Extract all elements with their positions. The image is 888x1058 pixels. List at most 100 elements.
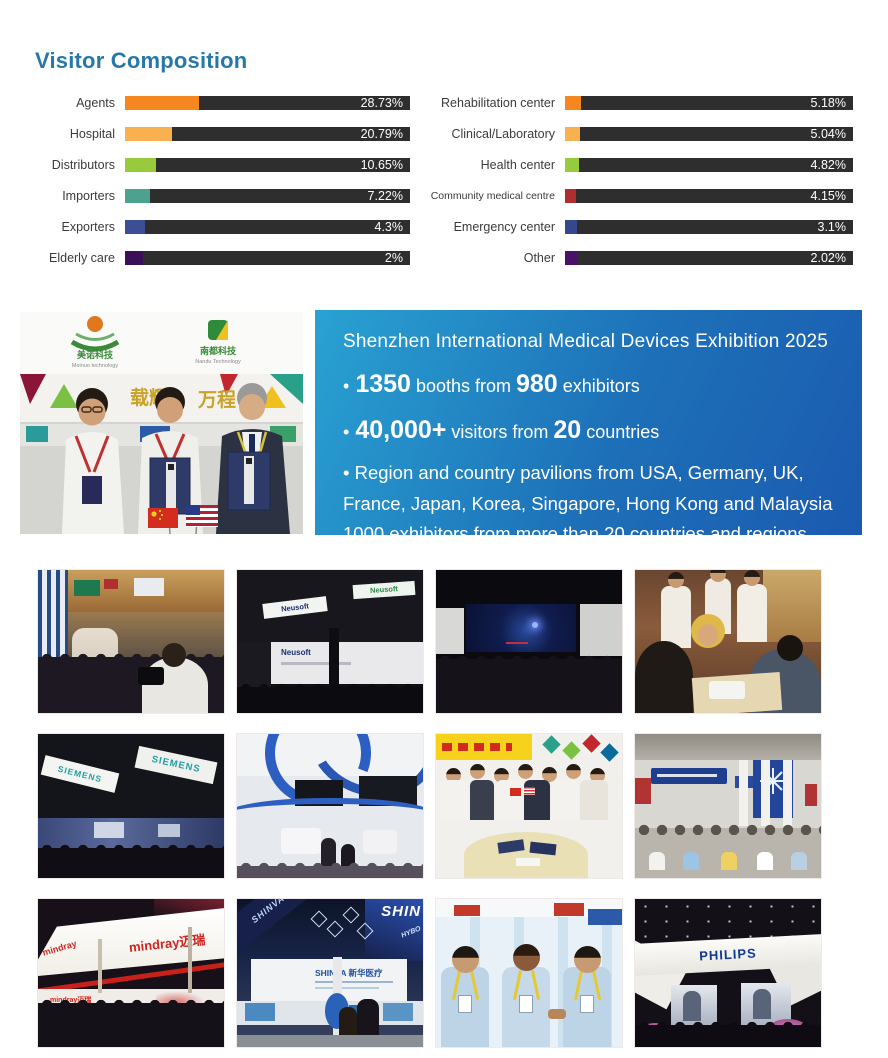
chart-category-label: Hospital <box>69 127 115 141</box>
signing-ceremony-photo: 美诺科技 Meinuo technology 南都科技 Nandu Techno… <box>20 312 303 535</box>
chart-row: Hospital 20.79% <box>20 127 410 141</box>
visitor-composition-chart-right: Rehabilitation center 5.18% Clinical/Labor… <box>410 96 854 282</box>
chart-bar: 28.73% <box>125 96 410 110</box>
blue-wave-band <box>237 798 423 832</box>
hall-ceiling <box>635 734 821 760</box>
chart-category-label: Elderly care <box>49 251 115 265</box>
ceiling-diamond-decor <box>326 920 344 938</box>
person-head <box>590 768 605 783</box>
chart-bar-segment <box>125 189 151 203</box>
ceiling-truss <box>436 570 622 604</box>
exhibition-pavilions-paragraph: • Region and country pavilions from USA,… <box>343 458 840 550</box>
logo2-cn-text: 南都科技 <box>200 345 237 356</box>
chart-bar: 5.18% <box>565 96 853 110</box>
pavilions-line-3: 1000 exhibitors from more than 20 countr… <box>343 523 807 544</box>
photo-pavilion-crowd <box>634 733 822 879</box>
seated-person <box>683 852 699 870</box>
bullet-icon: • <box>343 376 350 396</box>
person-body <box>524 780 550 820</box>
chart-category-label: Agents <box>76 96 115 110</box>
chart-bar-segment <box>565 96 582 110</box>
chart-bar-segment <box>565 158 580 172</box>
white-pillar <box>761 760 770 826</box>
exhibitors-text: exhibitors <box>557 376 640 396</box>
chart-bar: 10.65% <box>125 158 410 172</box>
decor-diamond <box>600 743 619 762</box>
crowd-silhouette <box>237 680 423 713</box>
crowd-silhouette <box>38 996 224 1047</box>
chart-category-label: Community medical centre <box>430 190 555 202</box>
visitors-text: visitors from <box>446 422 554 442</box>
chart-value-label: 5.04% <box>810 127 846 141</box>
person-head <box>518 764 533 779</box>
photo-registration-desk <box>634 569 822 714</box>
support-pole <box>188 927 192 993</box>
chart-row: Agents 28.73% <box>20 96 410 110</box>
signing-ceremony-illustration: 美诺科技 Meinuo technology 南都科技 Nandu Techno… <box>20 312 303 535</box>
chart-row: Emergency center 3.1% <box>410 220 854 234</box>
demo-counter <box>363 830 397 854</box>
seated-person <box>721 852 737 870</box>
chart-bar: 4.3% <box>125 220 410 234</box>
chart-bar: 2.02% <box>565 251 853 265</box>
white-sign <box>134 578 164 596</box>
chart-bar: 7.22% <box>125 189 410 203</box>
decor-diamond <box>542 735 561 754</box>
chart-row: Distributors 10.65% <box>20 158 410 172</box>
banner-right-text: 万程 <box>197 389 236 411</box>
businessman-head <box>452 946 479 973</box>
chart-row: Rehabilitation center 5.18% <box>410 96 854 110</box>
person-head <box>566 764 581 779</box>
photo-shinva-booth: SHINVA SHIN HYBO SHINVA 新华医疗 <box>236 898 424 1048</box>
screen-caption <box>506 642 528 644</box>
photo-signing-group <box>435 733 623 879</box>
chart-value-label: 20.79% <box>360 127 403 141</box>
person-head <box>446 768 461 783</box>
decor-diamond <box>562 741 581 760</box>
screen-starburst <box>532 622 538 628</box>
pavilions-line-1: • Region and country pavilions from USA,… <box>343 462 804 483</box>
page-title: Visitor Composition <box>35 48 248 73</box>
chart-value-label: 2.02% <box>810 251 846 265</box>
exhibition-photo-grid: Neusoft Neusoft Neusoft <box>37 569 822 1048</box>
countries-text: countries <box>581 422 660 442</box>
demo-device <box>709 681 745 699</box>
booth-panel <box>94 822 124 838</box>
chart-value-label: 3.1% <box>817 220 847 234</box>
logo2-en-text: Nandu Technology <box>195 359 241 365</box>
corner-brand-text: SHIN <box>381 903 421 920</box>
staff-head <box>710 570 726 582</box>
camera-icon <box>138 667 164 685</box>
blue-sign <box>588 909 622 925</box>
exhibition-title: Shenzhen International Medical Devices E… <box>343 331 829 352</box>
chart-bar: 3.1% <box>565 220 853 234</box>
person-body <box>496 780 522 820</box>
chart-bar-segment <box>125 251 144 265</box>
header-text-line <box>657 774 717 777</box>
chart-category-label: Rehabilitation center <box>441 96 555 110</box>
photo-crowd-device-demo <box>37 569 225 714</box>
person-head <box>494 768 509 783</box>
screen-person <box>683 991 701 1021</box>
photo-philips-booth: PHILIPS <box>634 898 822 1048</box>
audience-crowd <box>436 652 622 713</box>
seated-person <box>757 852 773 870</box>
chart-bar-segment <box>125 127 173 141</box>
person-head <box>542 767 557 782</box>
photo-mindray-booth: mindray迈瑞 mindray mindray迈瑞 <box>37 898 225 1048</box>
floor-shadow <box>237 859 423 878</box>
red-accent-sign <box>635 778 651 804</box>
china-flag-icon <box>510 788 521 796</box>
logo1-cn-text: 美诺科技 <box>77 349 114 360</box>
logo1-en-text: Meinuo technology <box>72 363 118 369</box>
countries-count: 20 <box>553 416 582 444</box>
photo-swirl-booth <box>236 733 424 879</box>
chart-row: Other 2.02% <box>410 251 854 265</box>
chart-row: Elderly care 2% <box>20 251 410 265</box>
chart-value-label: 4.82% <box>810 158 846 172</box>
chart-bar-segment <box>125 220 145 234</box>
booth-ceiling <box>237 734 423 776</box>
display-shelf <box>763 570 821 642</box>
chart-bar: 2% <box>125 251 410 265</box>
banner-red-text <box>442 743 512 751</box>
